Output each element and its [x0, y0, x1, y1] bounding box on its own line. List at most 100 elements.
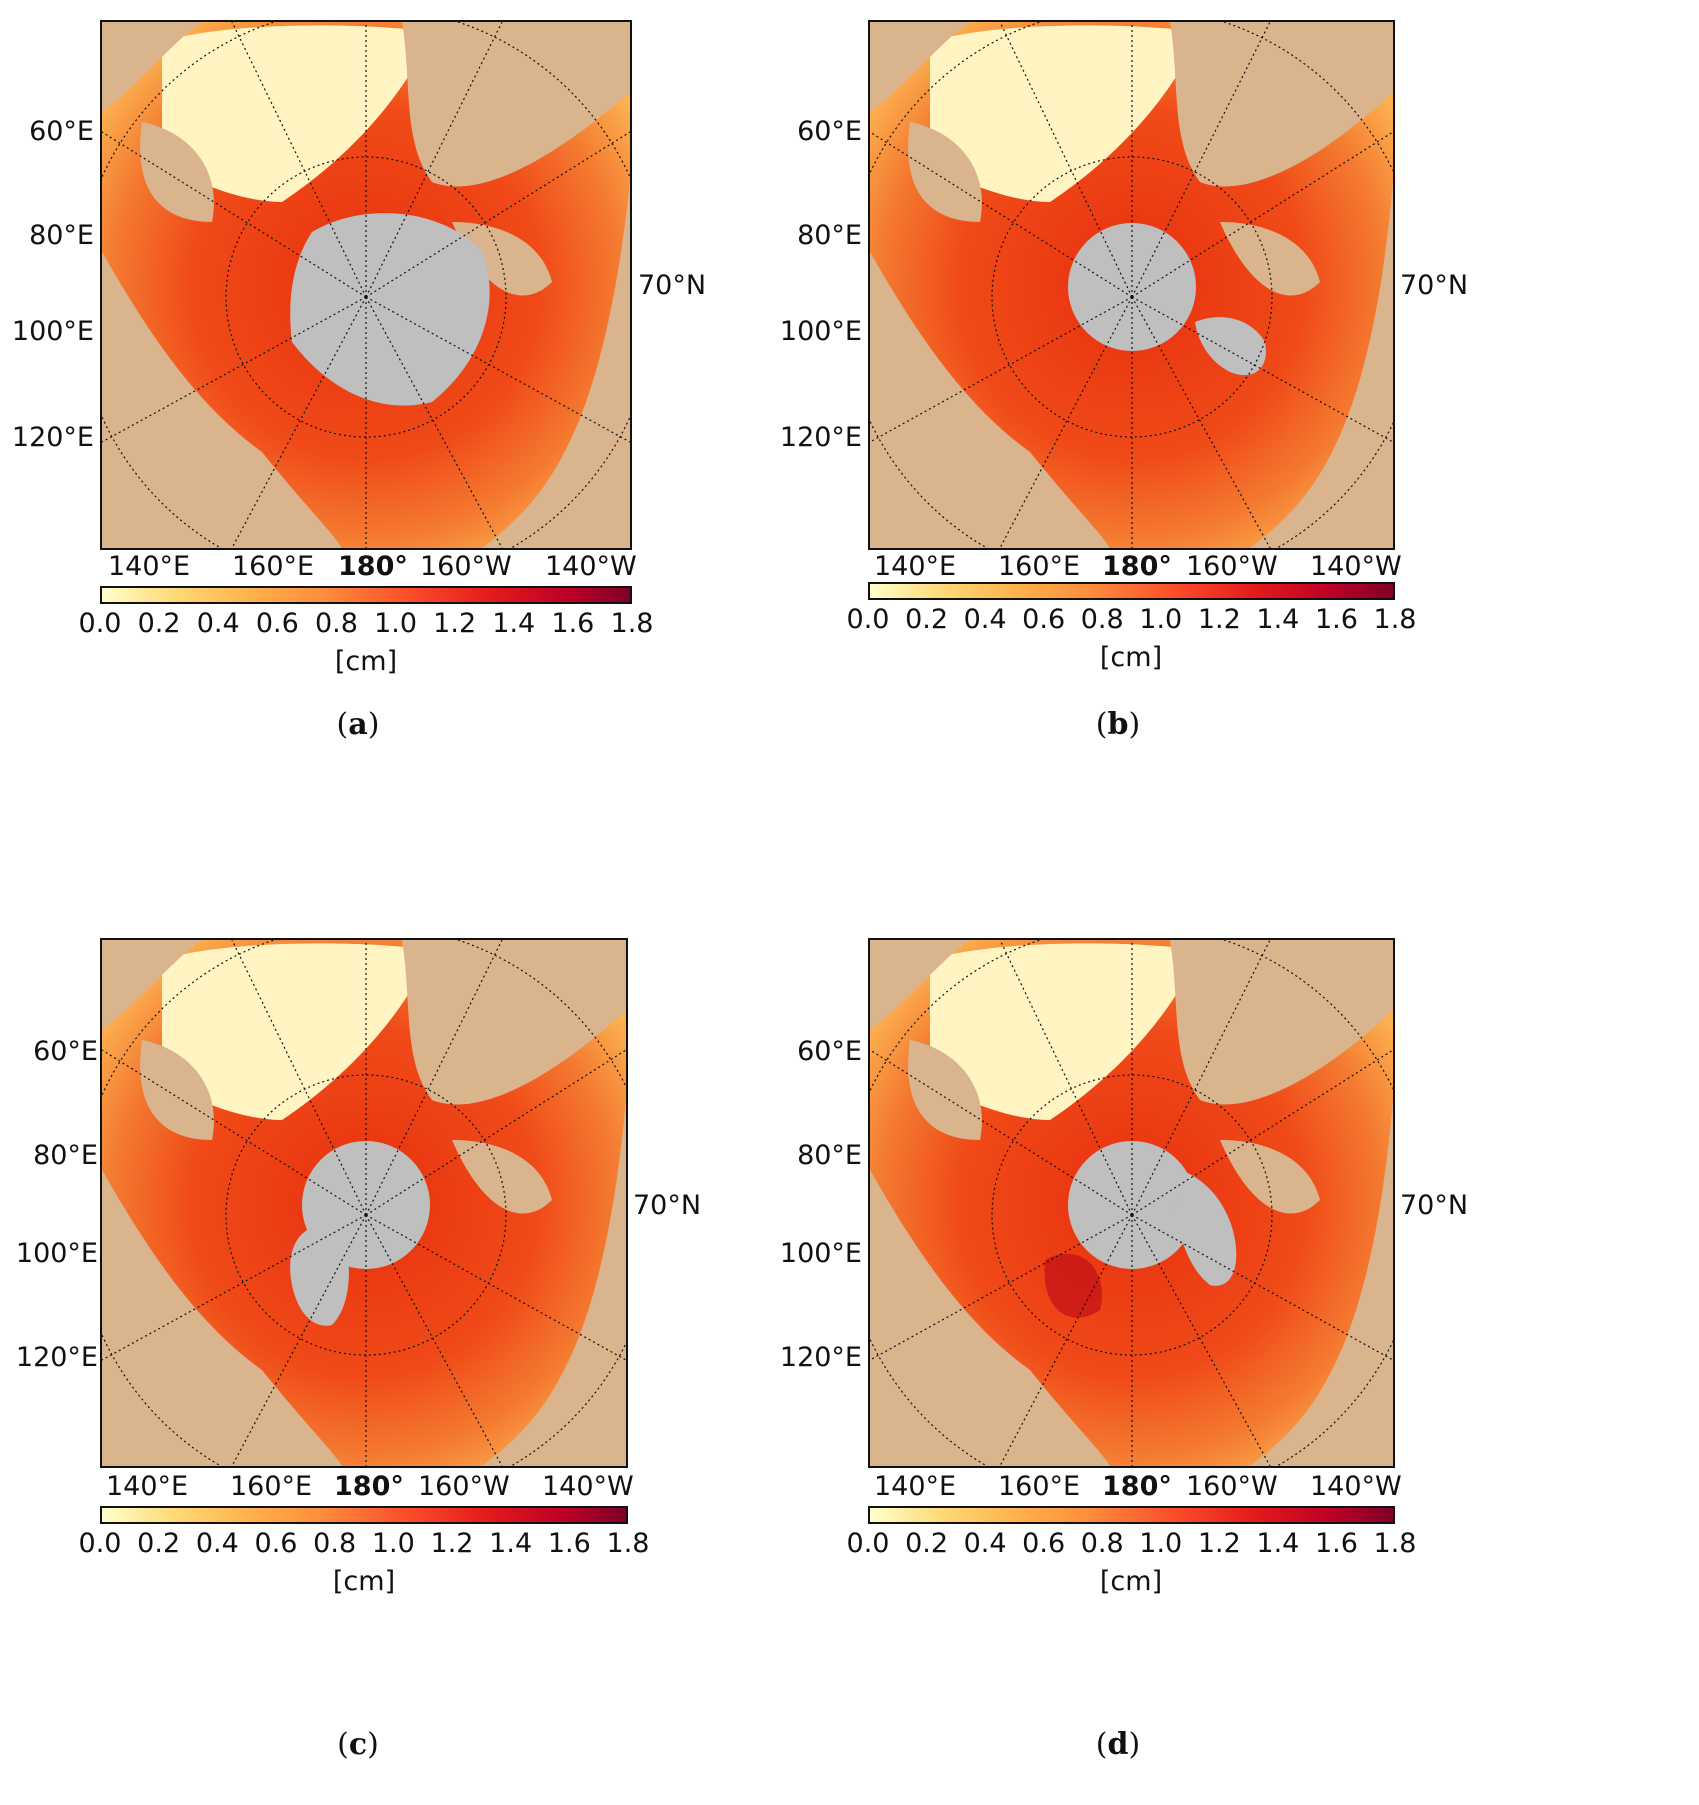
lat-label-60e: 60°E [29, 116, 94, 147]
colorbar-tick-label: 1.2 [433, 608, 477, 639]
lon-label-160e: 160°E [232, 551, 315, 582]
panel-b: 60°E 80°E 100°E 120°E 70°N 140°E 160°E 1… [768, 0, 1588, 880]
lon-label-140e: 140°E [106, 1471, 189, 1502]
lon-label-160w: 160°W [1186, 1471, 1278, 1502]
colorbar-tick-label: 1.4 [492, 608, 536, 639]
lat-label-100e: 100°E [11, 316, 94, 347]
colorbar [100, 1506, 628, 1524]
colorbar-unit: [cm] [1099, 642, 1163, 673]
colorbar-unit: [cm] [334, 646, 398, 677]
lat-label-70n: 70°N [638, 270, 707, 301]
lon-label-160w: 160°W [418, 1471, 510, 1502]
colorbar-tick-label: 1.2 [1197, 604, 1241, 635]
map-c [100, 938, 628, 1468]
map-d [868, 938, 1395, 1468]
colorbar-tick-label: 0.0 [78, 1528, 122, 1559]
lon-label-180: 180° [1102, 551, 1172, 582]
colorbar-tick-label: 0.2 [905, 604, 949, 635]
lat-label-60e: 60°E [797, 116, 862, 147]
lat-label-80e: 80°E [797, 1140, 862, 1171]
lon-label-140w: 140°W [1310, 551, 1402, 582]
colorbar-unit: [cm] [1099, 1566, 1163, 1597]
lon-label-140w: 140°W [545, 551, 637, 582]
colorbar-tick-label: 1.0 [374, 608, 418, 639]
colorbar-tick-label: 0.8 [1080, 1528, 1124, 1559]
colorbar-tick-label: 0.4 [195, 1528, 239, 1559]
colorbar-tick-label: 1.0 [1139, 604, 1183, 635]
colorbar [100, 586, 632, 604]
colorbar-tick-label: 1.8 [1373, 604, 1417, 635]
colorbar-tick-label: 0.6 [1022, 604, 1066, 635]
lat-label-100e: 100°E [15, 1238, 98, 1269]
colorbar-tick-label: 0.0 [78, 608, 122, 639]
colorbar-tick-label: 1.6 [547, 1528, 591, 1559]
colorbar-tick-label: 0.8 [313, 1528, 357, 1559]
lat-label-100e: 100°E [779, 316, 862, 347]
colorbar-tick-label: 1.8 [610, 608, 654, 639]
colorbar [868, 582, 1395, 600]
colorbar-tick-label: 0.4 [963, 604, 1007, 635]
colorbar-tick-label: 1.0 [371, 1528, 415, 1559]
lon-label-140e: 140°E [874, 1471, 957, 1502]
colorbar-tick-label: 0.2 [905, 1528, 949, 1559]
lon-label-160e: 160°E [998, 551, 1081, 582]
colorbar-tick-label: 1.2 [430, 1528, 474, 1559]
panel-label-b: (b) [1095, 707, 1141, 742]
lon-label-140w: 140°W [1310, 1471, 1402, 1502]
colorbar-tick-label: 1.2 [1197, 1528, 1241, 1559]
lon-label-160w: 160°W [1186, 551, 1278, 582]
lat-label-70n: 70°N [1400, 270, 1469, 301]
colorbar-tick-label: 1.0 [1139, 1528, 1183, 1559]
lon-label-140e: 140°E [874, 551, 957, 582]
colorbar-tick-label: 1.8 [1373, 1528, 1417, 1559]
colorbar-tick-label: 0.6 [1022, 1528, 1066, 1559]
colorbar-tick-label: 1.4 [1256, 604, 1300, 635]
colorbar-tick-label: 0.2 [137, 608, 181, 639]
panel-d: 60°E 80°E 100°E 120°E 70°N 140°E 160°E 1… [768, 918, 1588, 1798]
panel-label-c: (c) [337, 1727, 379, 1762]
colorbar-tick-label: 0.0 [846, 604, 890, 635]
lat-label-60e: 60°E [33, 1036, 98, 1067]
lat-label-80e: 80°E [29, 220, 94, 251]
lat-label-60e: 60°E [797, 1036, 862, 1067]
colorbar-tick-label: 0.2 [137, 1528, 181, 1559]
map-a [100, 20, 632, 550]
panel-label-a: (a) [336, 707, 380, 742]
lat-label-100e: 100°E [779, 1238, 862, 1269]
colorbar-tick-label: 0.4 [196, 608, 240, 639]
panel-a: 60°E 80°E 100°E 120°E 70°N 140°E 160°E 1… [0, 0, 820, 880]
colorbar-tick-label: 0.8 [314, 608, 358, 639]
colorbar-tick-label: 1.4 [1256, 1528, 1300, 1559]
lat-label-120e: 120°E [15, 1342, 98, 1373]
colorbar-tick-label: 0.4 [963, 1528, 1007, 1559]
lat-label-120e: 120°E [779, 422, 862, 453]
lon-label-180: 180° [1102, 1471, 1172, 1502]
colorbar-tick-label: 1.6 [1314, 604, 1358, 635]
lon-label-160e: 160°E [998, 1471, 1081, 1502]
lon-label-180: 180° [338, 551, 408, 582]
lon-label-160e: 160°E [230, 1471, 313, 1502]
lon-label-140w: 140°W [542, 1471, 634, 1502]
lon-label-180: 180° [334, 1471, 404, 1502]
colorbar-tick-label: 1.6 [551, 608, 595, 639]
lon-label-160w: 160°W [420, 551, 512, 582]
map-b [868, 20, 1395, 550]
colorbar [868, 1506, 1395, 1524]
lat-label-80e: 80°E [797, 220, 862, 251]
colorbar-tick-label: 0.6 [254, 1528, 298, 1559]
colorbar-tick-label: 1.6 [1314, 1528, 1358, 1559]
colorbar-tick-label: 0.0 [846, 1528, 890, 1559]
colorbar-tick-label: 1.8 [606, 1528, 650, 1559]
lat-label-80e: 80°E [33, 1140, 98, 1171]
panel-label-d: (d) [1095, 1727, 1141, 1762]
lat-label-120e: 120°E [11, 422, 94, 453]
lon-label-140e: 140°E [108, 551, 191, 582]
colorbar-tick-label: 0.8 [1080, 604, 1124, 635]
panel-c: 60°E 80°E 100°E 120°E 70°N 140°E 160°E 1… [0, 918, 820, 1798]
lat-label-70n: 70°N [633, 1190, 702, 1221]
lat-label-120e: 120°E [779, 1342, 862, 1373]
colorbar-tick-label: 1.4 [489, 1528, 533, 1559]
colorbar-unit: [cm] [332, 1566, 396, 1597]
colorbar-tick-label: 0.6 [255, 608, 299, 639]
lat-label-70n: 70°N [1400, 1190, 1469, 1221]
